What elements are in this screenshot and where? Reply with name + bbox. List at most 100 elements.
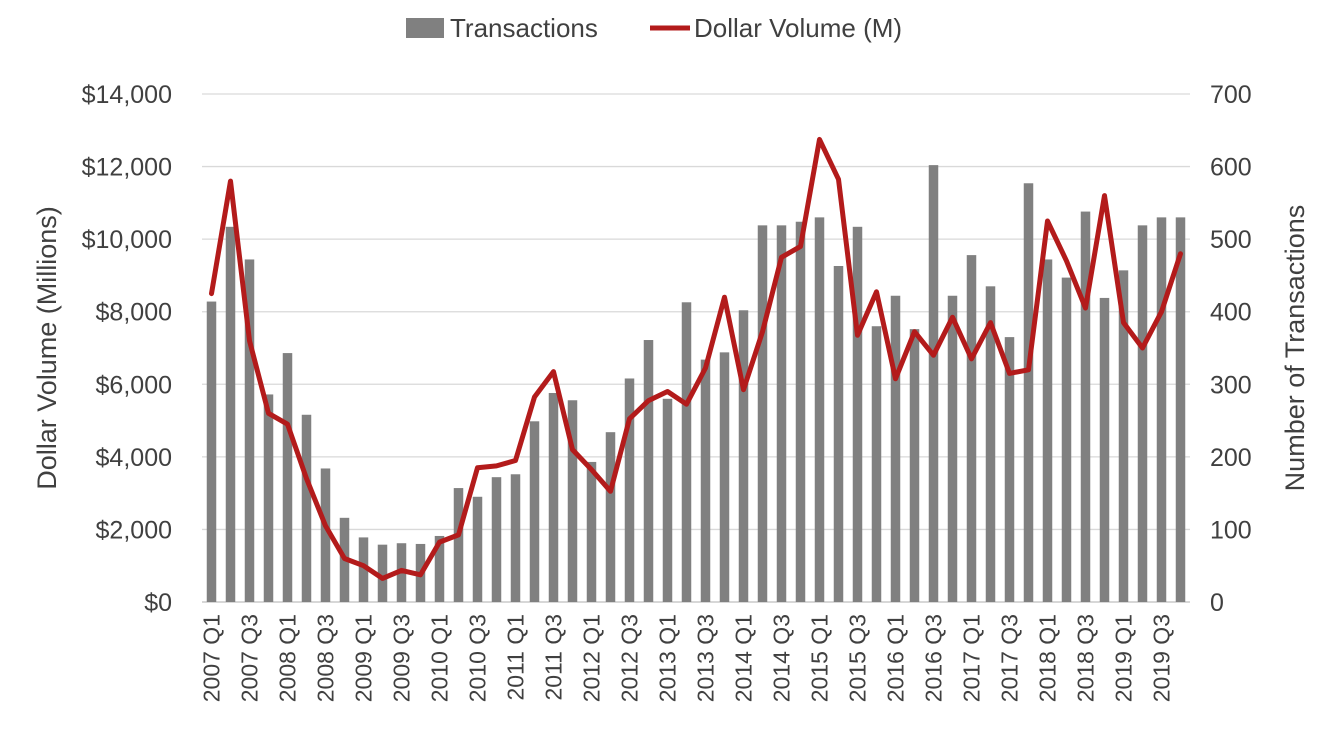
- left-tick-label: $6,000: [96, 371, 172, 399]
- x-tick-label: 2017 Q1: [959, 614, 985, 702]
- bar-transactions-2011-q3: [548, 392, 559, 602]
- left-tick-label: $2,000: [96, 516, 172, 544]
- bar-transactions-2012-q2: [605, 432, 616, 602]
- right-tick-label: 700: [1210, 81, 1252, 109]
- x-tick-label: 2014 Q1: [731, 614, 757, 702]
- x-tick-label: 2015 Q1: [807, 614, 833, 702]
- bar-transactions-2014-q4: [795, 221, 806, 602]
- bar-transactions-2017-q1: [966, 255, 977, 602]
- bar-transactions-2019-q3: [1156, 217, 1167, 602]
- bar-transactions-2010-q3: [472, 496, 483, 602]
- legend-label-dollar-volume: Dollar Volume (M): [694, 13, 902, 43]
- bar-transactions-2015-q4: [871, 326, 882, 602]
- bar-transactions-2018-q4: [1099, 297, 1110, 602]
- x-tick-label: 2017 Q3: [997, 614, 1023, 702]
- left-tick-label: $10,000: [82, 226, 172, 254]
- bar-transactions-2013-q3: [700, 359, 711, 602]
- bar-transactions-2013-q2: [681, 302, 692, 602]
- bar-transactions-2018-q3: [1080, 211, 1091, 602]
- bar-transactions-2011-q2: [529, 421, 540, 602]
- x-tick-label: 2007 Q3: [237, 614, 263, 702]
- right-tick-label: 600: [1210, 154, 1252, 182]
- bar-transactions-2014-q3: [776, 225, 787, 602]
- bar-transactions-2015-q3: [852, 226, 863, 602]
- bar-transactions-2013-q4: [719, 352, 730, 602]
- left-tick-label: $8,000: [96, 299, 172, 327]
- right-tick-label: 100: [1210, 516, 1252, 544]
- right-tick-label: 200: [1210, 444, 1252, 472]
- bar-transactions-2007-q1: [206, 301, 217, 602]
- bar-transactions-2014-q1: [738, 310, 749, 602]
- x-axis-tick-labels: 2007 Q1 2007 Q3 2008 Q1 2008 Q3 2009 Q1 2009 …: [199, 614, 1175, 702]
- left-tick-label: $14,000: [82, 81, 172, 109]
- x-tick-label: 2011 Q1: [503, 614, 529, 701]
- x-tick-label: 2007 Q1: [199, 614, 225, 702]
- x-tick-label: 2009 Q3: [389, 614, 415, 702]
- bar-transactions-2010-q2: [453, 488, 464, 602]
- bar-transactions-2017-q3: [1004, 337, 1015, 602]
- x-tick-label: 2015 Q3: [845, 614, 871, 702]
- bar-transactions-2017-q4: [1023, 183, 1034, 602]
- legend-swatch-transactions: [406, 18, 444, 38]
- legend-label-transactions: Transactions: [450, 13, 598, 43]
- bar-transactions-2011-q1: [510, 474, 521, 602]
- left-tick-label: $12,000: [82, 154, 172, 182]
- x-tick-label: 2012 Q3: [617, 614, 643, 702]
- bar-transactions-2016-q3: [928, 165, 939, 602]
- bar-transactions-2009-q1: [358, 537, 369, 602]
- bar-transactions-2018-q1: [1042, 259, 1053, 602]
- x-tick-label: 2019 Q3: [1149, 614, 1175, 702]
- x-tick-label: 2016 Q1: [883, 614, 909, 702]
- x-tick-label: 2008 Q3: [313, 614, 339, 702]
- bar-transactions-2008-q3: [320, 468, 331, 602]
- bar-transactions-2019-q2: [1137, 225, 1148, 602]
- x-tick-label: 2014 Q3: [769, 614, 795, 702]
- x-tick-label: 2009 Q1: [351, 614, 377, 702]
- x-tick-label: 2011 Q3: [541, 614, 567, 701]
- x-tick-label: 2010 Q3: [465, 614, 491, 702]
- bar-transactions-2019-q1: [1118, 270, 1129, 602]
- left-axis-title: Dollar Volume (Millions): [32, 206, 62, 490]
- bar-transactions-2012-q4: [643, 340, 654, 602]
- right-tick-label: 300: [1210, 371, 1252, 399]
- bar-transactions-2016-q1: [890, 295, 901, 602]
- right-tick-label: 0: [1210, 589, 1224, 617]
- left-tick-label: $4,000: [96, 444, 172, 472]
- bar-transactions-2018-q2: [1061, 277, 1072, 602]
- gridlines: [202, 93, 1190, 603]
- bar-transactions-2008-q2: [301, 414, 312, 602]
- left-axis-ticks: $0 $2,000 $4,000 $6,000 $8,000 $10,000 $12,000…: [82, 81, 172, 617]
- right-axis-title: Number of Transactions: [1280, 205, 1310, 492]
- bar-transactions-2007-q2: [225, 226, 236, 602]
- right-axis-ticks: 0 100 200 300 400 500 600 700: [1210, 81, 1252, 617]
- bar-transactions-2008-q1: [282, 353, 293, 602]
- x-tick-label: 2018 Q3: [1073, 614, 1099, 702]
- x-tick-label: 2012 Q1: [579, 614, 605, 702]
- bar-transactions-2016-q4: [947, 295, 958, 602]
- x-tick-label: 2010 Q1: [427, 614, 453, 702]
- right-tick-label: 500: [1210, 226, 1252, 254]
- bar-transactions-2015-q2: [833, 265, 844, 602]
- bar-transactions-2016-q2: [909, 329, 920, 602]
- bar-transactions-2010-q4: [491, 477, 502, 602]
- x-tick-label: 2019 Q1: [1111, 614, 1137, 702]
- left-tick-label: $0: [144, 589, 172, 617]
- x-tick-label: 2013 Q1: [655, 614, 681, 702]
- bar-transactions-2012-q3: [624, 378, 635, 602]
- x-tick-label: 2008 Q1: [275, 614, 301, 702]
- bar-transactions-2007-q3: [244, 259, 255, 602]
- bar-transactions-2007-q4: [263, 394, 274, 602]
- bar-transactions-2013-q1: [662, 398, 673, 602]
- bar-transactions-2010-q1: [434, 535, 445, 602]
- x-tick-label: 2016 Q3: [921, 614, 947, 702]
- bar-transactions-2014-q2: [757, 225, 768, 602]
- bar-transactions-2015-q1: [814, 217, 825, 602]
- legend: Transactions Dollar Volume (M): [406, 13, 902, 43]
- x-tick-label: 2013 Q3: [693, 614, 719, 702]
- x-tick-label: 2018 Q1: [1035, 614, 1061, 702]
- bar-transactions-2011-q4: [567, 400, 578, 602]
- dollar-volume-line: [209, 136, 1183, 581]
- bar-transactions-2017-q2: [985, 286, 996, 602]
- bar-transactions-2019-q4: [1175, 217, 1186, 602]
